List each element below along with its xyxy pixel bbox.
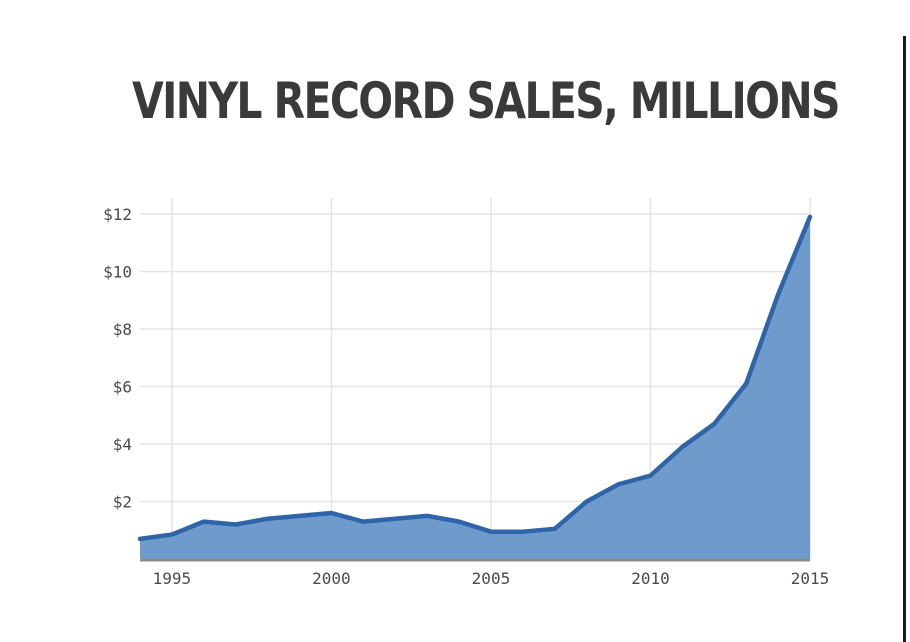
y-tick-label-8: $8 (113, 320, 132, 339)
series-line (137, 214, 813, 542)
area-series (137, 214, 813, 559)
area-fill (140, 216, 810, 559)
chart-title: VINYL RECORD SALES, MILLIONS (132, 72, 841, 130)
x-tick-label-2010: 2010 (631, 569, 670, 588)
y-tick-label-2: $2 (113, 493, 132, 512)
y-tick-label-10: $10 (103, 263, 132, 282)
x-tick-label-1995: 1995 (153, 569, 192, 588)
x-tick-label-2000: 2000 (312, 569, 351, 588)
y-tick-label-4: $4 (113, 435, 132, 454)
x-tick-label-2015: 2015 (791, 569, 830, 588)
tick-labels: $2 $4 $6 $8 $10 $12 1995 2000 2005 2010 2015 (103, 205, 829, 588)
frame-divider (903, 36, 906, 642)
y-tick-label-12: $12 (103, 205, 132, 224)
y-tick-label-6: $6 (113, 378, 132, 397)
x-tick-label-2005: 2005 (472, 569, 511, 588)
